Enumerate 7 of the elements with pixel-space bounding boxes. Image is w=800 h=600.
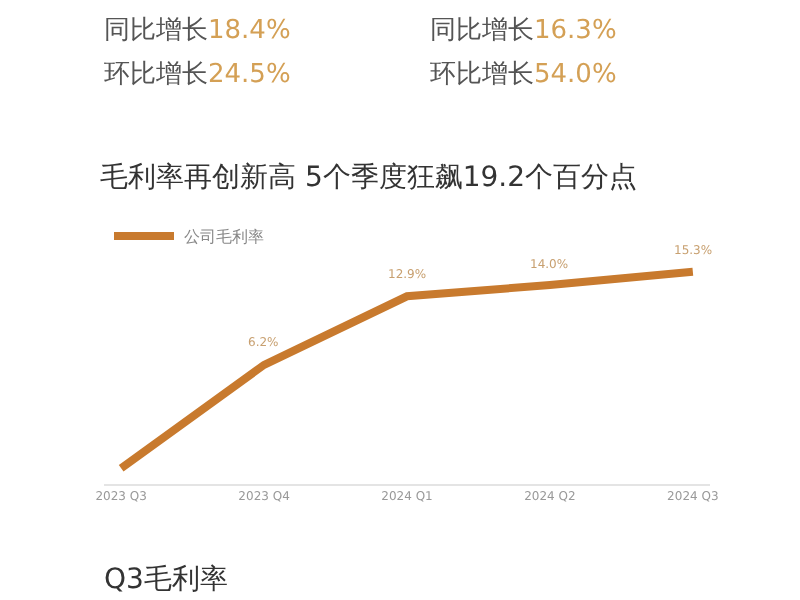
text: Q3毛利率 (104, 564, 228, 596)
text: 同比增长18.4% (104, 16, 291, 46)
text: 环比增长24.5% (104, 60, 291, 90)
chart-title: 毛利率再创新高 5个季度狂飙19.2个百分点 (100, 161, 638, 194)
legend-label: 公司毛利率 (184, 228, 264, 247)
text: 环比增长54.0% (430, 60, 617, 90)
text: 同比增长16.3% (430, 16, 617, 46)
